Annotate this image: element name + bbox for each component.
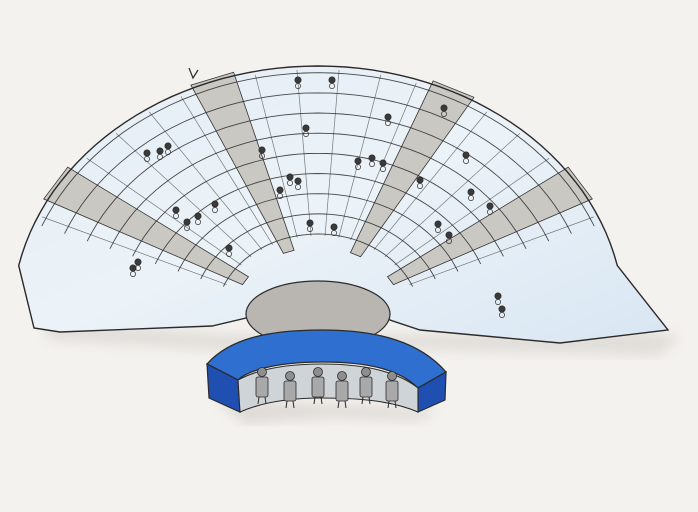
seat-row-3 bbox=[177, 193, 459, 272]
spectator-doodle-icon bbox=[143, 149, 151, 162]
spectator-doodle-icon bbox=[494, 292, 502, 305]
seat-divider-2 bbox=[86, 157, 242, 266]
aisle-1 bbox=[43, 166, 250, 286]
actor-figure-icon bbox=[311, 367, 325, 405]
seat-row-4 bbox=[154, 173, 482, 265]
spectator-doodle-icon bbox=[183, 218, 191, 231]
spectator-doodle-icon bbox=[368, 154, 376, 167]
seat-divider-7 bbox=[296, 69, 312, 236]
spectator-doodle-icon bbox=[306, 219, 314, 232]
spectator-doodle-icon bbox=[294, 76, 302, 89]
spectator-doodle-icon bbox=[440, 104, 448, 117]
aisle-4 bbox=[386, 166, 593, 286]
spectator-doodle-icon bbox=[134, 258, 142, 271]
seat-divider-1 bbox=[42, 216, 227, 285]
spectator-doodle-icon bbox=[384, 113, 392, 126]
spectator-doodle-icon bbox=[258, 146, 266, 159]
spectator-doodle-icon bbox=[156, 147, 164, 160]
seat-divider-8 bbox=[324, 69, 340, 236]
seat-dividers bbox=[42, 69, 594, 285]
spectator-doodle-icon bbox=[302, 124, 310, 137]
actor-figure-icon bbox=[335, 371, 349, 409]
spectator-doodle-icon bbox=[467, 188, 475, 201]
spectator-doodle-icon bbox=[416, 176, 424, 189]
spectator-doodle-icon bbox=[129, 264, 137, 277]
spectator-doodle-icon bbox=[462, 151, 470, 164]
actor-figure-icon bbox=[359, 367, 373, 405]
spectator-doodle-icon bbox=[294, 177, 302, 190]
seat-divider-13 bbox=[394, 157, 550, 266]
spectator-doodle-icon bbox=[379, 159, 387, 172]
aisle-3 bbox=[349, 80, 475, 258]
spectator-doodle-icon bbox=[172, 206, 180, 219]
seating-color-wash bbox=[18, 66, 668, 343]
stage bbox=[205, 329, 448, 413]
spectator-doodle-icon bbox=[498, 305, 506, 318]
seat-divider-4 bbox=[148, 111, 263, 250]
seat-row-1 bbox=[223, 233, 413, 287]
actor-figure-icon bbox=[283, 371, 297, 409]
spectator-doodle-icon bbox=[211, 200, 219, 213]
aisle-2 bbox=[190, 71, 295, 254]
actor-figure-icon bbox=[385, 371, 399, 409]
seat-divider-11 bbox=[373, 111, 488, 250]
audience bbox=[129, 76, 506, 318]
seat-row-5 bbox=[132, 152, 504, 257]
stage-shadow bbox=[215, 400, 450, 424]
spectator-doodle-icon bbox=[225, 244, 233, 257]
seat-divider-12 bbox=[384, 132, 521, 258]
seat-divider-14 bbox=[409, 216, 594, 285]
spectator-doodle-icon bbox=[445, 231, 453, 244]
spectator-doodle-icon bbox=[328, 76, 336, 89]
aisles bbox=[43, 71, 593, 286]
seat-row-6 bbox=[109, 132, 527, 250]
seat-row-7 bbox=[86, 112, 550, 242]
spectator-doodle-icon bbox=[330, 223, 338, 236]
seat-divider-5 bbox=[180, 96, 273, 245]
spectator-doodle-icon bbox=[354, 157, 362, 170]
spectator-doodle-icon bbox=[194, 212, 202, 225]
actor-figure-icon bbox=[255, 367, 269, 405]
seat-row-8 bbox=[64, 92, 572, 234]
spectator-doodle-icon bbox=[434, 220, 442, 233]
spectator-doodle-icon bbox=[164, 142, 172, 155]
seat-row-9 bbox=[41, 72, 595, 227]
seat-divider-6 bbox=[254, 74, 298, 238]
spectator-doodle-icon bbox=[486, 202, 494, 215]
spectator-doodle-icon bbox=[276, 186, 284, 199]
spectator-doodle-icon bbox=[286, 173, 294, 186]
seat-divider-9 bbox=[338, 74, 382, 238]
bird-doodle-icon bbox=[188, 67, 199, 80]
actors bbox=[255, 367, 399, 409]
seat-divider-3 bbox=[115, 132, 252, 258]
